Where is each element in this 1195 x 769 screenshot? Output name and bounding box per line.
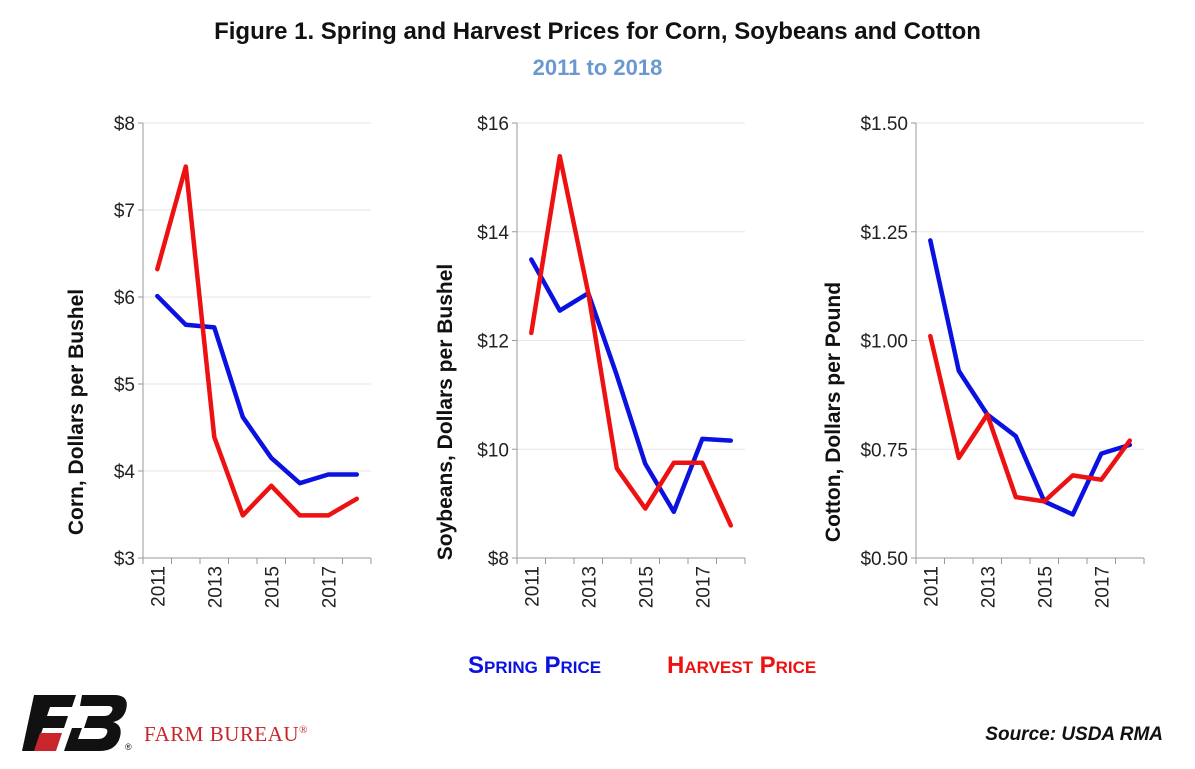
x-tick-label: 2011 [148, 566, 169, 607]
svg-text:®: ® [125, 742, 132, 752]
x-tick-label: 2017 [1092, 566, 1113, 608]
y-tick-label: $14 [477, 223, 509, 244]
x-tick-label: 2013 [205, 566, 226, 608]
x-tick-label: 2017 [319, 566, 340, 608]
series-line-spring [928, 238, 1133, 517]
y-tick-label: $10 [477, 440, 509, 461]
y-tick-label: $12 [477, 332, 509, 353]
y-axis-label: Corn, Dollars per Bushel [65, 289, 88, 535]
y-tick-label: $1.25 [860, 223, 908, 244]
org-name: FARM BUREAU [144, 722, 300, 746]
chart-panel-1: $3 $4 $5 $6 $7 $8 2011 2013 2015 2017 Corn, Dollar… [65, 114, 372, 608]
y-tick-label: $1.50 [860, 114, 908, 135]
x-tick-label: 2013 [978, 566, 999, 608]
y-axis-label: Cotton, Dollars per Pound [822, 282, 845, 542]
y-tick-label: $4 [114, 462, 136, 483]
legend-spring-price: Spring Price [468, 652, 602, 679]
chart-panel-2: $8 $10 $12 $14 $16 2011 2013 2015 2017 Soybeans, … [434, 114, 746, 608]
x-tick-label: 2017 [693, 566, 714, 608]
y-tick-label: $0.75 [860, 440, 908, 461]
source-note: Source: USDA RMA [985, 724, 1163, 745]
x-tick-label: 2015 [636, 566, 657, 608]
y-tick-label: $8 [114, 114, 135, 135]
chart-title: Figure 1. Spring and Harvest Prices for … [214, 18, 981, 45]
chart-subtitle: 2011 to 2018 [532, 55, 663, 80]
registered-mark: ® [299, 724, 308, 736]
x-tick-label: 2011 [921, 566, 942, 607]
y-tick-label: $6 [114, 288, 135, 309]
series-line-harvest [529, 153, 734, 528]
y-tick-label: $16 [477, 114, 509, 135]
series-line-harvest [928, 333, 1133, 504]
chart-panel-3: $0.50 $0.75 $1.00 $1.25 $1.50 2011 2013 2015 201… [822, 114, 1145, 608]
y-tick-label: $7 [114, 201, 135, 222]
farm-bureau-logo-icon: ® [22, 695, 132, 752]
series-line-spring [155, 293, 360, 486]
x-tick-label: 2015 [1035, 566, 1056, 608]
legend-harvest-price: Harvest Price [667, 652, 817, 679]
series-line-harvest [155, 164, 360, 518]
farm-bureau-wordmark: FARM BUREAU® [144, 722, 308, 747]
x-tick-label: 2013 [579, 566, 600, 608]
y-tick-label: $8 [488, 549, 509, 570]
series-line-spring [529, 257, 734, 515]
y-tick-label: $1.00 [860, 332, 908, 353]
x-tick-label: 2015 [262, 566, 283, 608]
y-tick-label: $0.50 [860, 549, 908, 570]
y-axis-label: Soybeans, Dollars per Bushel [434, 264, 457, 560]
x-tick-label: 2011 [522, 566, 543, 607]
y-tick-label: $3 [114, 549, 135, 570]
y-tick-label: $5 [114, 375, 135, 396]
